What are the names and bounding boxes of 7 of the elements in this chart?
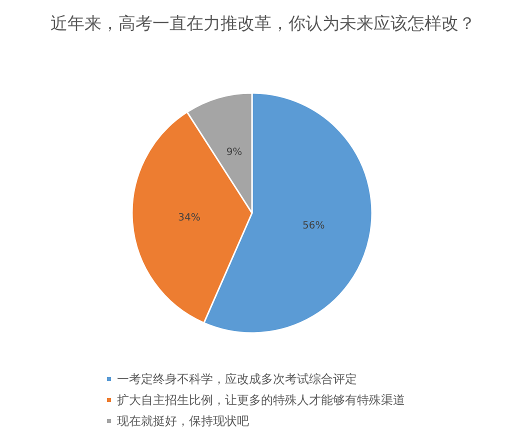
data-label: 9% xyxy=(226,147,242,158)
legend-label: 现在就挺好，保持现状吧 xyxy=(117,414,249,428)
chart-title: 近年来，高考一直在力推改革，你认为未来应该怎样改？ xyxy=(50,14,476,34)
data-label: 56% xyxy=(302,220,325,232)
legend-label: 扩大自主招生比例，让更多的特殊人才能够有特殊渠道 xyxy=(117,393,405,407)
data-label: 34% xyxy=(178,212,200,224)
legend-label: 一考定终身不科学，应改成多次考试综合评定 xyxy=(117,372,357,386)
